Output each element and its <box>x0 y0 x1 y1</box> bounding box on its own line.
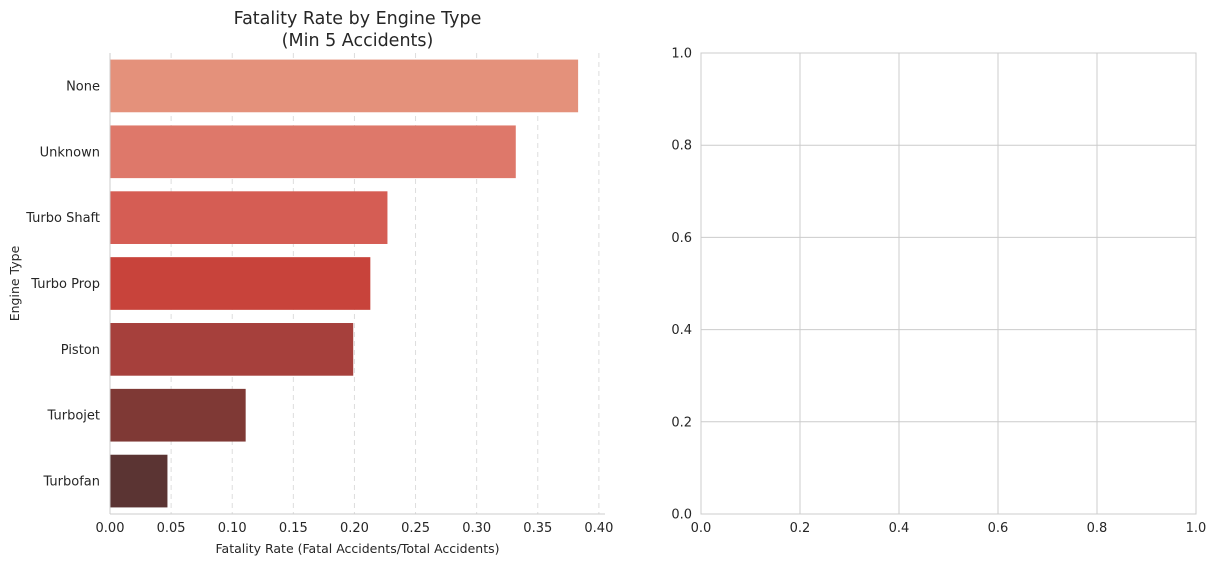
x-tick-label: 0.4 <box>889 521 910 536</box>
y-tick-label: 0.6 <box>671 231 692 246</box>
bar <box>110 191 388 244</box>
x-tick-label: 0.10 <box>218 521 247 536</box>
chart-subtitle: (Min 5 Accidents) <box>282 31 434 51</box>
bar <box>110 59 579 113</box>
x-tick-label: 0.05 <box>157 521 186 536</box>
x-tick-label: 0.6 <box>988 521 1009 536</box>
x-tick-label: 0.25 <box>401 521 430 536</box>
x-tick-label: 0.00 <box>96 521 125 536</box>
chart-title: Fatality Rate by Engine Type <box>234 9 482 29</box>
y-tick-label: Unknown <box>40 145 100 160</box>
x-tick-label: 0.20 <box>340 521 369 536</box>
y-tick-label: 0.8 <box>671 139 692 154</box>
x-tick-label: 0.15 <box>279 521 308 536</box>
y-tick-label: Turbojet <box>47 409 100 424</box>
y-tick-label: Turbofan <box>42 475 100 490</box>
bar <box>110 125 516 179</box>
left-chart: None Unknown Turbo Shaft Turbo Prop Piston Tu… <box>7 9 613 556</box>
y-tick-label: None <box>66 79 100 94</box>
x-tick-label: 0.8 <box>1087 521 1108 536</box>
x-tick-label: 1.0 <box>1186 521 1207 536</box>
y-axis-label: Engine Type <box>7 245 22 321</box>
y-tick-label: Turbo Prop <box>30 277 100 292</box>
y-tick-label: 0.2 <box>671 415 692 430</box>
y-tick-label: 0.0 <box>671 508 692 523</box>
bar <box>110 257 371 310</box>
x-axis-label: Fatality Rate (Fatal Accidents/Total Acc… <box>216 541 500 556</box>
right-chart: 0.0 0.2 0.4 0.6 0.8 1.0 0.0 0.2 0.4 0.6 0.8 1.0 <box>671 47 1206 537</box>
y-tick-label: 1.0 <box>671 47 692 62</box>
axes-frame <box>700 52 1197 515</box>
x-tick-label: 0.40 <box>584 521 613 536</box>
bar <box>110 323 354 376</box>
x-tick-label: 0.0 <box>691 521 712 536</box>
y-tick-label: Piston <box>61 343 100 358</box>
bar <box>110 388 246 442</box>
x-tick-label: 0.30 <box>462 521 491 536</box>
bar <box>110 454 168 508</box>
x-tick-label: 0.35 <box>523 521 552 536</box>
y-tick-label: 0.4 <box>671 323 692 338</box>
y-tick-label: Turbo Shaft <box>25 211 100 226</box>
x-tick-label: 0.2 <box>790 521 811 536</box>
